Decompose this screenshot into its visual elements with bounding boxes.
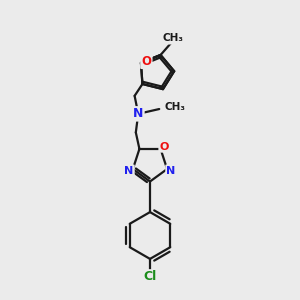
Text: CH₃: CH₃ bbox=[164, 102, 185, 112]
Text: O: O bbox=[141, 55, 152, 68]
Text: CH₃: CH₃ bbox=[163, 34, 184, 44]
Text: Cl: Cl bbox=[143, 270, 157, 284]
Text: O: O bbox=[160, 142, 169, 152]
Text: N: N bbox=[167, 166, 176, 176]
Text: N: N bbox=[133, 107, 143, 120]
Text: N: N bbox=[124, 166, 134, 176]
